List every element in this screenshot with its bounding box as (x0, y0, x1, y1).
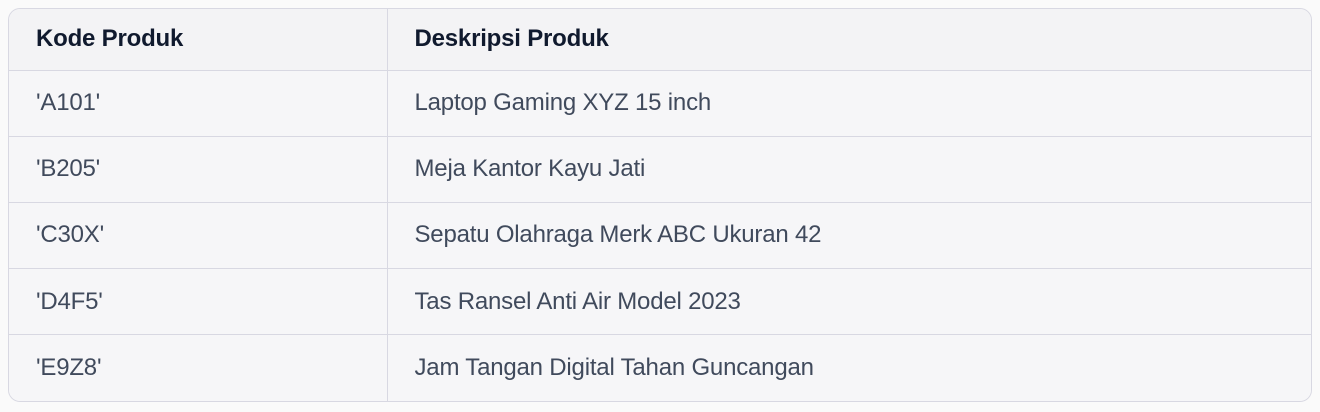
cell-kode-produk: 'B205' (9, 135, 387, 203)
cell-kode-produk: 'E9Z8' (9, 334, 387, 401)
cell-kode-produk: 'C30X' (9, 201, 387, 269)
cell-kode-produk: 'A101' (9, 69, 387, 137)
table-row: 'C30X' Sepatu Olahraga Merk ABC Ukuran 4… (9, 201, 1311, 269)
products-table: Kode Produk Deskripsi Produk 'A101' Lapt… (9, 9, 1311, 401)
cell-deskripsi-produk: Jam Tangan Digital Tahan Guncangan (386, 334, 1311, 401)
cell-deskripsi-produk: Sepatu Olahraga Merk ABC Ukuran 42 (386, 201, 1311, 269)
table-row: 'E9Z8' Jam Tangan Digital Tahan Guncanga… (9, 334, 1311, 401)
column-header-deskripsi-produk: Deskripsi Produk (386, 9, 1311, 70)
table-header-row: Kode Produk Deskripsi Produk (9, 9, 1311, 70)
products-table-container: Kode Produk Deskripsi Produk 'A101' Lapt… (8, 8, 1312, 402)
column-header-kode-produk: Kode Produk (9, 9, 387, 70)
table-row: 'D4F5' Tas Ransel Anti Air Model 2023 (9, 268, 1311, 335)
cell-deskripsi-produk: Tas Ransel Anti Air Model 2023 (386, 268, 1311, 335)
cell-kode-produk: 'D4F5' (9, 268, 387, 335)
cell-deskripsi-produk: Meja Kantor Kayu Jati (386, 135, 1311, 203)
table-row: 'B205' Meja Kantor Kayu Jati (9, 135, 1311, 203)
table-row: 'A101' Laptop Gaming XYZ 15 inch (9, 69, 1311, 137)
cell-deskripsi-produk: Laptop Gaming XYZ 15 inch (386, 69, 1311, 137)
